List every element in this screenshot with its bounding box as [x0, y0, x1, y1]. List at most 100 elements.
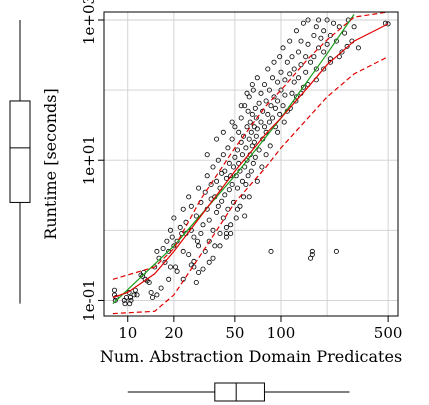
- data-point: [112, 287, 118, 293]
- data-point: [154, 292, 160, 298]
- data-point: [148, 289, 154, 295]
- data-point: [256, 147, 262, 153]
- data-point: [215, 157, 221, 163]
- data-point: [198, 230, 204, 236]
- y-tick-label: 1e-01: [80, 279, 98, 322]
- data-point: [305, 17, 311, 23]
- data-point: [200, 222, 206, 228]
- data-point: [239, 178, 245, 184]
- data-point: [134, 292, 140, 298]
- data-point: [243, 181, 249, 187]
- data-point: [263, 152, 269, 158]
- data-point: [300, 20, 306, 26]
- data-point: [289, 90, 295, 96]
- data-point: [333, 38, 339, 44]
- data-point: [295, 75, 301, 81]
- data-point: [242, 103, 248, 109]
- data-point: [355, 45, 361, 51]
- data-point: [128, 297, 134, 303]
- data-point: [265, 66, 271, 72]
- data-point: [202, 248, 208, 254]
- data-point: [263, 98, 269, 104]
- data-point: [275, 129, 281, 135]
- data-point: [193, 279, 199, 285]
- data-point: [313, 66, 319, 72]
- data-point: [232, 154, 238, 160]
- data-point: [293, 28, 299, 34]
- data-point: [222, 192, 228, 198]
- data-point: [291, 79, 297, 85]
- y-axis-title: Runtime [seconds]: [41, 88, 60, 239]
- data-point: [233, 215, 239, 221]
- data-point: [284, 59, 290, 65]
- data-point: [246, 194, 252, 200]
- data-point: [220, 152, 226, 158]
- data-point: [230, 164, 236, 170]
- data-point: [132, 287, 138, 293]
- data-point: [214, 209, 220, 215]
- data-point: [243, 145, 249, 151]
- data-point: [166, 276, 172, 282]
- data-point: [303, 54, 309, 60]
- data-point: [206, 259, 212, 265]
- data-point: [250, 160, 256, 166]
- data-point: [217, 243, 223, 249]
- data-point: [188, 203, 194, 209]
- data-point: [232, 124, 238, 130]
- data-point: [215, 203, 221, 209]
- linear-fit-line: [112, 14, 355, 305]
- data-point: [206, 217, 212, 223]
- data-point: [241, 194, 247, 200]
- x-tick-label: 20: [164, 324, 183, 342]
- data-point: [260, 108, 266, 114]
- data-point: [222, 168, 228, 174]
- data-point: [309, 248, 315, 254]
- data-point: [196, 185, 202, 191]
- data-point: [351, 24, 357, 30]
- data-point: [122, 301, 128, 307]
- data-points: [112, 17, 391, 307]
- data-point: [311, 33, 317, 39]
- data-point: [223, 224, 229, 230]
- data-point: [249, 111, 255, 117]
- data-point: [278, 69, 284, 75]
- data-point: [309, 252, 315, 258]
- data-point: [228, 173, 234, 179]
- data-point: [214, 178, 220, 184]
- data-point: [266, 119, 272, 125]
- data-point: [277, 111, 283, 117]
- data-point: [237, 203, 243, 209]
- data-point: [316, 45, 322, 51]
- data-point: [186, 252, 192, 258]
- data-point: [223, 230, 229, 236]
- confidence-band-line: [112, 11, 389, 280]
- data-point: [127, 301, 133, 307]
- data-point: [258, 90, 264, 96]
- data-point: [271, 59, 277, 65]
- data-point: [316, 17, 322, 23]
- data-point: [313, 24, 319, 30]
- data-point: [287, 71, 293, 77]
- data-point: [281, 119, 287, 125]
- data-point: [146, 279, 152, 285]
- data-point: [196, 269, 202, 275]
- data-point: [223, 234, 229, 240]
- plot-frame: [103, 11, 399, 317]
- data-point: [236, 129, 242, 135]
- data-point: [244, 124, 250, 130]
- data-point: [200, 266, 206, 272]
- data-point: [339, 49, 345, 55]
- data-point: [164, 238, 170, 244]
- data-point: [174, 268, 180, 274]
- data-point: [269, 115, 275, 121]
- data-point: [282, 92, 288, 98]
- data-point: [298, 38, 304, 44]
- data-point: [241, 133, 247, 139]
- data-point: [248, 129, 254, 135]
- x-tick-label: 500: [374, 324, 403, 342]
- data-point: [191, 264, 197, 270]
- data-point: [291, 66, 297, 72]
- data-point: [261, 82, 267, 88]
- data-point: [267, 143, 273, 149]
- data-point: [249, 82, 255, 88]
